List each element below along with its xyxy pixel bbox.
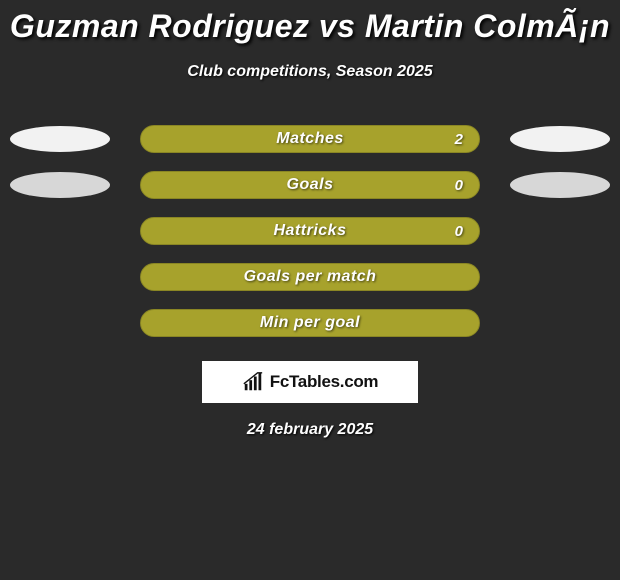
date-text: 24 february 2025 [0, 421, 620, 439]
stat-bar: Min per goal [140, 309, 480, 337]
stat-bar: Goals 0 [140, 171, 480, 199]
page-title: Guzman Rodriguez vs Martin ColmÃ¡n [0, 0, 620, 45]
stat-value: 0 [455, 223, 463, 240]
subtitle: Club competitions, Season 2025 [0, 63, 620, 81]
stat-bar: Goals per match [140, 263, 480, 291]
brand-text: FcTables.com [270, 372, 379, 392]
stat-label: Goals [287, 176, 334, 194]
infographic-root: Guzman Rodriguez vs Martin ColmÃ¡n Club … [0, 0, 620, 439]
chart-icon [242, 371, 264, 393]
stat-value: 2 [455, 131, 463, 148]
stat-bar: Matches 2 [140, 125, 480, 153]
stat-row: Goals per match [0, 263, 620, 291]
stat-label: Goals per match [244, 268, 377, 286]
stat-row: Matches 2 [0, 125, 620, 153]
stat-rows: Matches 2 Goals 0 Hattricks 0 Goals [0, 125, 620, 337]
right-ellipse-icon [510, 172, 610, 198]
brand-badge: FcTables.com [202, 361, 418, 403]
stat-row: Hattricks 0 [0, 217, 620, 245]
stat-label: Min per goal [260, 314, 360, 332]
stat-value: 0 [455, 177, 463, 194]
stat-bar: Hattricks 0 [140, 217, 480, 245]
left-ellipse-icon [10, 172, 110, 198]
stat-label: Hattricks [274, 222, 347, 240]
stat-row: Goals 0 [0, 171, 620, 199]
stat-label: Matches [276, 130, 344, 148]
stat-row: Min per goal [0, 309, 620, 337]
right-ellipse-icon [510, 126, 610, 152]
left-ellipse-icon [10, 126, 110, 152]
